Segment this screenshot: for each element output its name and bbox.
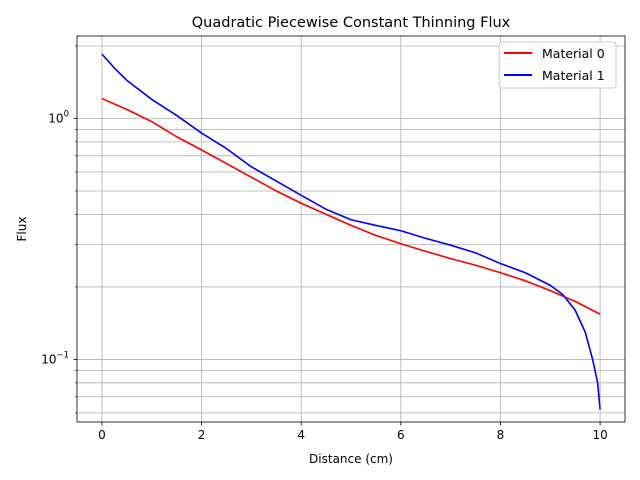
legend-label-material-0: Material 0 [542, 46, 605, 61]
x-axis-ticks: 0 2 4 6 8 10 [98, 422, 608, 442]
x-tick-label: 8 [497, 428, 505, 442]
y-tick-label: 100 [48, 110, 69, 126]
series-line-material-0 [101, 97, 601, 315]
series-layer [101, 53, 601, 410]
legend: Material 0 Material 1 [498, 41, 617, 89]
x-tick-label: 6 [397, 428, 405, 442]
y-axis-ticks: 10−1 100 [41, 45, 77, 414]
x-tick-label: 10 [592, 428, 607, 442]
x-tick-label: 4 [297, 428, 305, 442]
y-axis-label: Flux [15, 217, 29, 242]
y-tick-label: 10−1 [41, 350, 69, 366]
series-line-material-1 [101, 53, 601, 410]
x-axis-label: Distance (cm) [309, 452, 393, 466]
x-tick-label: 2 [198, 428, 206, 442]
x-tick-label: 0 [98, 428, 106, 442]
chart-title: Quadratic Piecewise Constant Thinning Fl… [192, 15, 511, 31]
legend-label-material-1: Material 1 [542, 68, 605, 83]
plot-frame [76, 35, 626, 423]
